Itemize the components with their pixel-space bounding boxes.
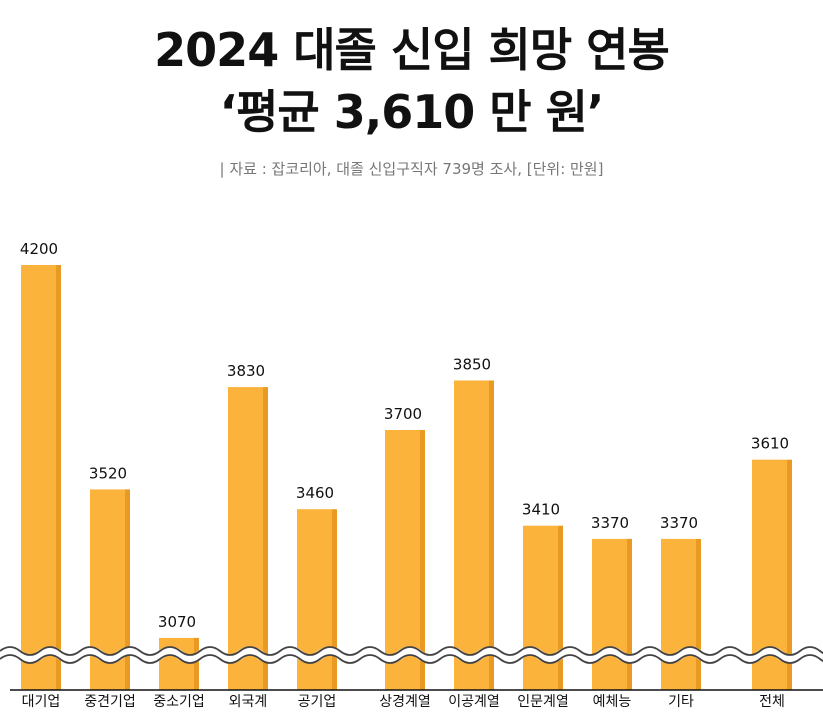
- data-label: 3520: [89, 464, 127, 482]
- bar: [159, 637, 194, 690]
- data-label: 3830: [227, 362, 265, 380]
- bar: [228, 387, 263, 690]
- bar-shade: [56, 265, 61, 690]
- bar-group: 3460 공기업: [296, 484, 337, 710]
- axis-break: [0, 646, 823, 664]
- data-label: 3070: [158, 613, 196, 631]
- data-label: 3610: [751, 435, 789, 453]
- bar-group: 3520 중견기업: [84, 464, 136, 710]
- category-label: 대기업: [22, 694, 61, 710]
- category-label: 이공계열: [448, 694, 500, 710]
- bar-shade: [696, 538, 701, 690]
- axis-break-gap: [0, 646, 823, 664]
- bar: [661, 538, 696, 690]
- bar-group: 3070 중소기업: [153, 613, 205, 710]
- category-label: 외국계: [229, 694, 268, 710]
- bar-shade: [125, 489, 130, 690]
- bar-group: 3850 이공계열: [448, 356, 500, 711]
- source-note: | 자료 : 잡코리아, 대졸 신입구직자 739명 조사, [단위: 만원]: [219, 160, 604, 178]
- category-label: 예체능: [593, 694, 632, 710]
- category-label: 중견기업: [84, 694, 136, 710]
- category-label: 상경계열: [379, 694, 431, 710]
- bar-shade: [558, 525, 563, 690]
- bar-group: 3370 예체능: [591, 514, 632, 710]
- bar-group: 4200 대기업: [20, 240, 61, 710]
- chart-title: 2024 대졸 신입 희망 연봉: [154, 23, 670, 77]
- bar: [592, 538, 627, 690]
- axis-break-line-top: [0, 646, 823, 656]
- category-label: 중소기업: [153, 694, 205, 710]
- axis-break-line-bottom: [0, 654, 823, 664]
- bar-shade: [194, 637, 199, 690]
- category-label: 공기업: [298, 694, 337, 710]
- data-label: 3850: [453, 356, 491, 374]
- bar-shade: [627, 538, 632, 690]
- category-label: 전체: [759, 694, 785, 710]
- category-label: 기타: [668, 694, 694, 710]
- bar-shade: [489, 380, 494, 690]
- data-label: 3370: [660, 514, 698, 532]
- bar-group: 3830 외국계: [227, 362, 268, 710]
- bar-group: 3610 전체: [751, 435, 792, 710]
- bar-shade: [787, 459, 792, 690]
- bar-group: 3700 상경계열: [379, 405, 431, 710]
- bar-shade: [263, 387, 268, 690]
- bar: [454, 380, 489, 690]
- bar-shade: [332, 509, 337, 690]
- data-label: 3370: [591, 514, 629, 532]
- bar-group: 3370 기타: [660, 514, 701, 710]
- bar-group: 3410 인문계열: [517, 501, 569, 710]
- bar: [21, 265, 56, 690]
- chart-subtitle: ‘평균 3,610 만 원’: [219, 85, 605, 139]
- bar: [385, 430, 420, 690]
- bar-shade: [420, 430, 425, 690]
- data-label: 4200: [20, 240, 58, 258]
- data-label: 3700: [384, 405, 422, 423]
- category-label: 인문계열: [517, 694, 569, 710]
- data-label: 3460: [296, 484, 334, 502]
- bar: [523, 525, 558, 690]
- data-label: 3410: [522, 501, 560, 519]
